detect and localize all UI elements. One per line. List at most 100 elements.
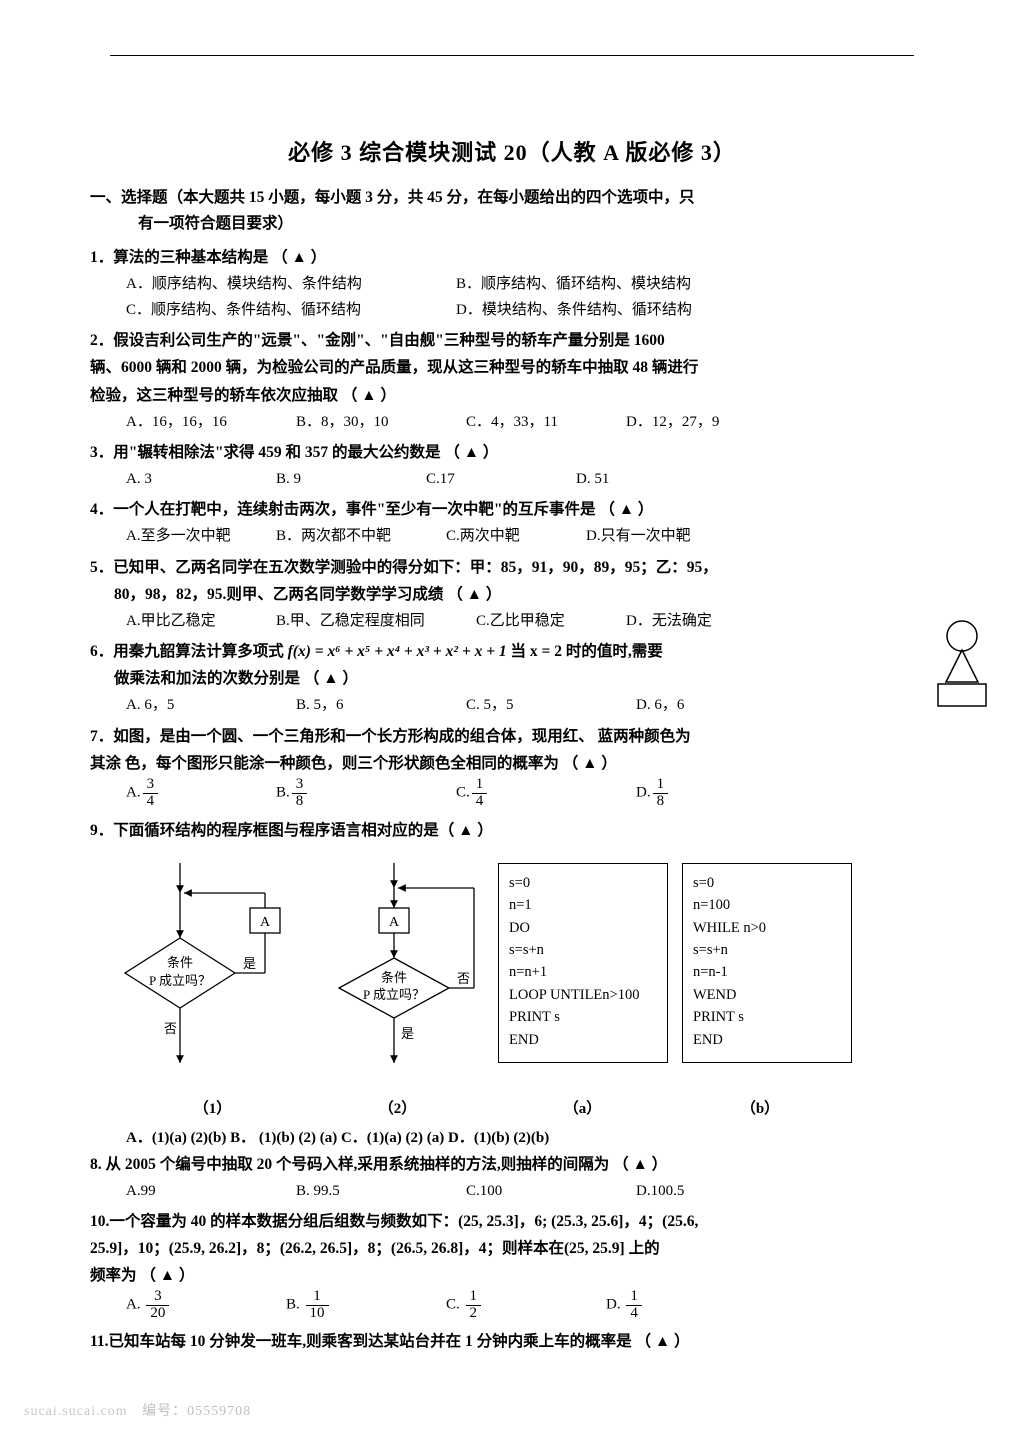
- lbl-2: （2）: [305, 1097, 490, 1118]
- q1-opt-d: D．模块结构、条件结构、循环结构: [456, 297, 692, 323]
- q5-l1: 5．已知甲、乙两名同学在五次数学测验中的得分如下：甲：85，91，90，89，9…: [90, 554, 934, 581]
- svg-text:否: 否: [164, 1021, 177, 1036]
- page-container: 必修 3 综合模块测试 20（人教 A 版必修 3） 一、选择题（本大题共 15…: [0, 0, 1024, 1395]
- q6-opt-c: C. 5，5: [466, 692, 636, 718]
- q4-opt-d: D.只有一次中靶: [586, 523, 691, 549]
- q6-poly: f(x) = x⁶ + x⁵ + x⁴ + x³ + x² + x + 1: [288, 643, 507, 660]
- q7-opt-b: B.38: [276, 777, 456, 810]
- svg-text:否: 否: [457, 971, 470, 986]
- q8-stem: 8. 从 2005 个编号中抽取 20 个号码入样,采用系统抽样的方法,则抽样的…: [90, 1151, 934, 1178]
- code-block-a: s=0 n=1 DO s=s+n n=n+1 LOOP UNTILEn>100 …: [498, 863, 668, 1063]
- q10-opt-c: C. 12: [446, 1289, 606, 1322]
- q5-opt-a: A.甲比乙稳定: [126, 608, 276, 634]
- q3-stem: 3．用"辗转相除法"求得 459 和 357 的最大公约数是 （ ▲ ）: [90, 439, 934, 466]
- q7-opt-c: C.14: [456, 777, 636, 810]
- q9-options: A．(1)(a) (2)(b) B． (1)(b) (2) (a) C．(1)(…: [90, 1126, 934, 1147]
- q3-opt-d: D. 51: [576, 466, 609, 492]
- q5-opt-b: B.甲、乙稳定程度相同: [276, 608, 476, 634]
- svg-text:A: A: [389, 915, 400, 930]
- q7-options: A.34 B.38 C.14 D.18: [90, 777, 934, 810]
- q4-options: A.至多一次中靶 B．两次都不中靶 C.两次中靶 D.只有一次中靶: [90, 523, 934, 549]
- fc1-cond2: P 成立吗？: [149, 973, 211, 988]
- q4-opt-c: C.两次中靶: [446, 523, 586, 549]
- q6-opt-d: D. 6，6: [636, 692, 684, 718]
- q5-options: A.甲比乙稳定 B.甲、乙稳定程度相同 C.乙比甲稳定 D．无法确定: [90, 608, 934, 634]
- svg-text:是: 是: [401, 1026, 414, 1041]
- q2-opt-d: D．12，27，9: [626, 409, 719, 435]
- q5-opt-d: D．无法确定: [626, 608, 712, 634]
- q6-opt-b: B. 5，6: [296, 692, 466, 718]
- q10: 10.一个容量为 40 的样本数据分组后组数与频数如下：(25, 25.3]，6…: [90, 1208, 934, 1289]
- document-title: 必修 3 综合模块测试 20（人教 A 版必修 3）: [90, 135, 934, 167]
- q2-opt-b: B．8，30，10: [296, 409, 466, 435]
- q6-post: 当 x = 2 时的值时,需要: [507, 643, 663, 660]
- q4-opt-b: B．两次都不中靶: [276, 523, 446, 549]
- svg-text:A: A: [260, 915, 271, 930]
- q2-l2: 辆、6000 辆和 2000 辆，为检验公司的产品质量，现从这三种型号的轿车中抽…: [90, 354, 934, 381]
- svg-text:是: 是: [243, 956, 256, 971]
- lbl-1: （1）: [120, 1097, 305, 1118]
- q10-l2: 25.9]，10；(25.9, 26.2]，8；(26.2, 26.5]，8；(…: [90, 1235, 934, 1262]
- q8-opt-d: D.100.5: [636, 1178, 684, 1204]
- q10-l1: 10.一个容量为 40 的样本数据分组后组数与频数如下：(25, 25.3]，6…: [90, 1208, 934, 1235]
- q6-opt-a: A. 6，5: [126, 692, 296, 718]
- q6-options: A. 6，5 B. 5，6 C. 5，5 D. 6，6: [90, 692, 934, 718]
- watermark-site: sucai.sucai.com: [24, 1404, 128, 1419]
- q1-opt-c: C．顺序结构、条件结构、循环结构: [126, 297, 456, 323]
- q9-stem: 9．下面循环结构的程序框图与程序语言相对应的是（ ▲ ）: [90, 817, 934, 844]
- q2-options: A．16，16，16 B．8，30，10 C．4，33，11 D．12，27，9: [90, 409, 934, 435]
- lbl-b: （b）: [675, 1097, 845, 1118]
- q3-options: A. 3 B. 9 C.17 D. 51: [90, 466, 934, 492]
- flowchart-2: A 条件 P 成立吗？ 否 是: [309, 863, 484, 1083]
- q8-opt-c: C.100: [466, 1178, 636, 1204]
- section-head-line1: 一、选择题（本大题共 15 小题，每小题 3 分，共 45 分，在每小题给出的四…: [90, 189, 695, 206]
- q7-opt-a: A.34: [126, 777, 276, 810]
- q11-stem: 11.已知车站每 10 分钟发一班车,则乘客到达某站台并在 1 分钟内乘上车的概…: [90, 1328, 934, 1355]
- watermark-id: 05559708: [187, 1404, 251, 1419]
- q3-opt-b: B. 9: [276, 466, 426, 492]
- q3-opt-c: C.17: [426, 466, 576, 492]
- top-rule: [110, 55, 914, 56]
- code-block-b: s=0 n=100 WHILE n>0 s=s+n n=n-1 WEND PRI…: [682, 863, 852, 1063]
- q2-l3: 检验，这三种型号的轿车依次应抽取 （ ▲ ）: [90, 382, 934, 409]
- q5: 5．已知甲、乙两名同学在五次数学测验中的得分如下：甲：85，91，90，89，9…: [90, 554, 934, 608]
- svg-text:P 成立吗？: P 成立吗？: [363, 987, 425, 1002]
- q2-l1: 2．假设吉利公司生产的"远景"、"金刚"、"自由舰"三种型号的轿车产量分别是 1…: [90, 327, 934, 354]
- fc1-cond1: 条件: [167, 955, 193, 970]
- watermark: sucai.sucai.com 编号：05559708: [24, 1400, 251, 1420]
- q1-options: A．顺序结构、模块结构、条件结构 B．顺序结构、循环结构、模块结构 C．顺序结构…: [90, 271, 934, 324]
- q10-opt-d: D. 14: [606, 1289, 644, 1322]
- q10-opt-a: A. 320: [126, 1289, 286, 1322]
- q5-opt-c: C.乙比甲稳定: [476, 608, 626, 634]
- q5-l2: 80，98，82，95.则甲、乙两名同学数学学习成绩 （ ▲ ）: [90, 581, 934, 608]
- q6: 6．用秦九韶算法计算多项式 f(x) = x⁶ + x⁵ + x⁴ + x³ +…: [90, 638, 934, 692]
- q3-opt-a: A. 3: [126, 466, 276, 492]
- svg-text:条件: 条件: [381, 970, 407, 985]
- q8-opt-a: A.99: [126, 1178, 296, 1204]
- q4-opt-a: A.至多一次中靶: [126, 523, 276, 549]
- flowchart-1: 条件 P 成立吗？ 是 A 否: [120, 863, 295, 1083]
- q2: 2．假设吉利公司生产的"远景"、"金刚"、"自由舰"三种型号的轿车产量分别是 1…: [90, 327, 934, 408]
- q7-l1: 7．如图，是由一个圆、一个三角形和一个长方形构成的组合体，现用红、 蓝两种颜色为: [90, 723, 934, 750]
- q9-sublabels: （1） （2） （a） （b）: [90, 1097, 934, 1118]
- q1-stem: 1．算法的三种基本结构是 （ ▲ ）: [90, 244, 934, 271]
- q8-options: A.99 B. 99.5 C.100 D.100.5: [90, 1178, 934, 1204]
- q7-figure: [932, 616, 992, 726]
- q6-l2: 做乘法和加法的次数分别是 （ ▲ ）: [90, 665, 934, 692]
- section-head-line2: 有一项符合题目要求）: [90, 215, 293, 232]
- q7-opt-d: D.18: [636, 777, 670, 810]
- section-heading: 一、选择题（本大题共 15 小题，每小题 3 分，共 45 分，在每小题给出的四…: [90, 185, 934, 238]
- q10-opt-b: B. 110: [286, 1289, 446, 1322]
- q10-l3: 频率为 （ ▲ ）: [90, 1262, 934, 1289]
- q9-figures-row: 条件 P 成立吗？ 是 A 否 A: [90, 863, 934, 1083]
- q4-stem: 4．一个人在打靶中，连续射击两次，事件"至少有一次中靶"的互斥事件是 （ ▲ ）: [90, 496, 934, 523]
- q6-pre: 6．用秦九韶算法计算多项式: [90, 643, 288, 660]
- watermark-id-label: 编号：: [142, 1404, 187, 1419]
- q8-opt-b: B. 99.5: [296, 1178, 466, 1204]
- q1-opt-a: A．顺序结构、模块结构、条件结构: [126, 271, 456, 297]
- lbl-a: （a）: [490, 1097, 675, 1118]
- q10-options: A. 320 B. 110 C. 12 D. 14: [90, 1289, 934, 1322]
- q1-opt-b: B．顺序结构、循环结构、模块结构: [456, 271, 691, 297]
- q7: 7．如图，是由一个圆、一个三角形和一个长方形构成的组合体，现用红、 蓝两种颜色为…: [90, 723, 934, 777]
- q7-l2: 其涂 色，每个图形只能涂一种颜色，则三个形状颜色全相同的概率为 （ ▲ ）: [90, 750, 934, 777]
